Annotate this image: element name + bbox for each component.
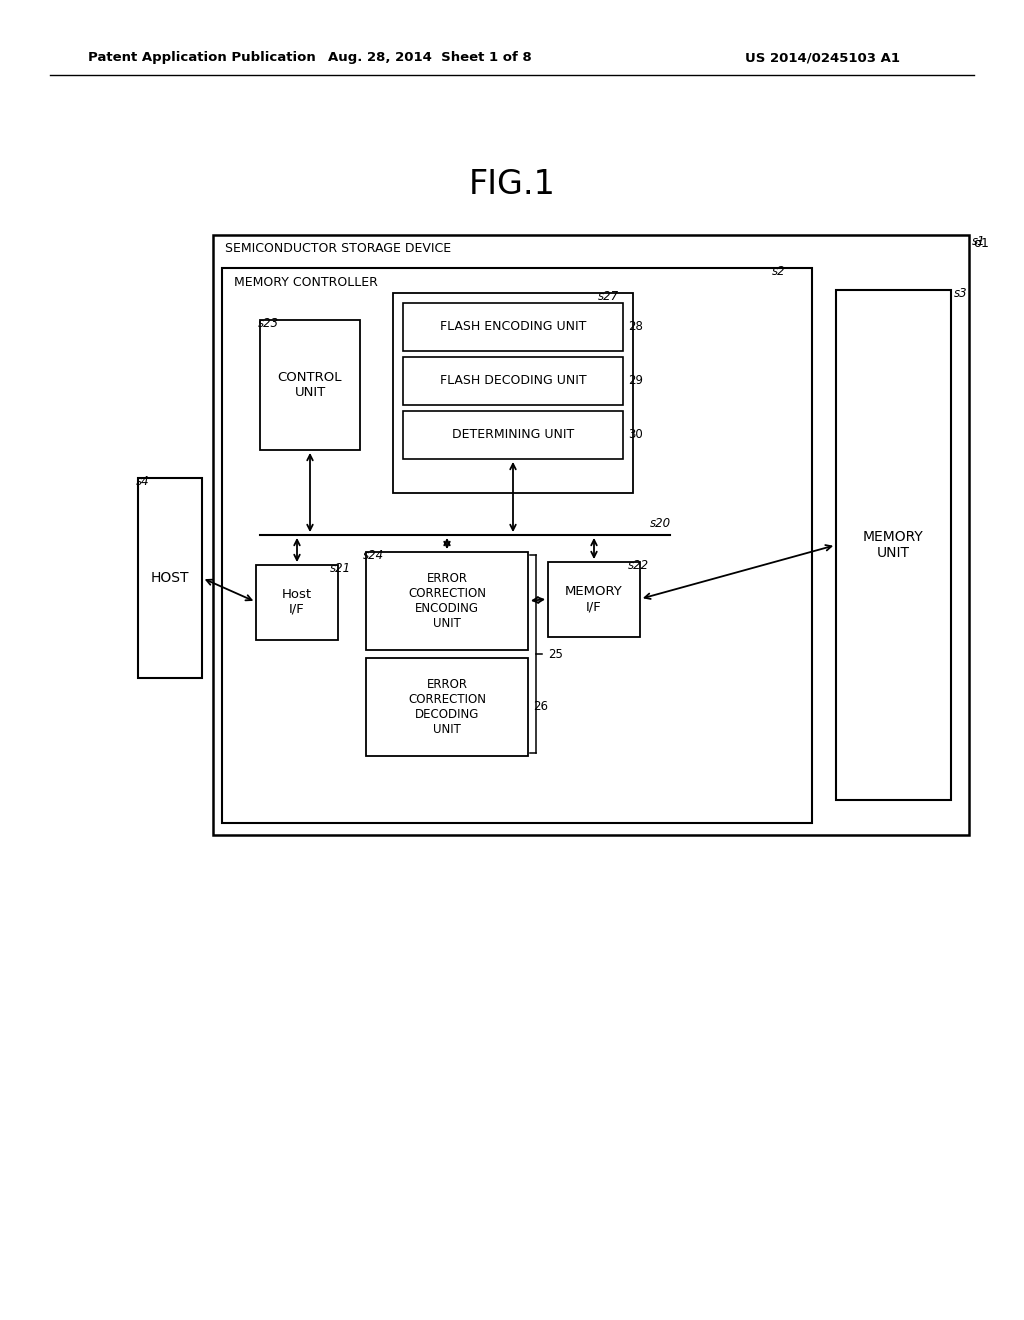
Text: Host
I/F: Host I/F xyxy=(282,587,312,616)
Text: 29: 29 xyxy=(628,375,643,388)
Text: CONTROL
UNIT: CONTROL UNIT xyxy=(278,371,342,399)
Text: FIG.1: FIG.1 xyxy=(469,169,555,202)
Text: σ1: σ1 xyxy=(973,238,989,249)
Text: 25: 25 xyxy=(548,648,563,660)
Text: MEMORY CONTROLLER: MEMORY CONTROLLER xyxy=(234,276,378,289)
Bar xyxy=(260,319,360,450)
Text: HOST: HOST xyxy=(151,572,189,585)
Bar xyxy=(366,657,528,756)
Text: 30: 30 xyxy=(628,429,643,441)
Text: s23: s23 xyxy=(258,317,280,330)
Bar xyxy=(548,562,640,638)
Bar xyxy=(403,356,623,405)
Text: 28: 28 xyxy=(628,321,643,334)
Text: SEMICONDUCTOR STORAGE DEVICE: SEMICONDUCTOR STORAGE DEVICE xyxy=(225,243,452,256)
Text: s20: s20 xyxy=(650,517,671,531)
Bar xyxy=(836,290,951,800)
Bar xyxy=(403,304,623,351)
Text: MEMORY
UNIT: MEMORY UNIT xyxy=(862,529,924,560)
Bar xyxy=(213,235,969,836)
Text: s1: s1 xyxy=(972,235,986,248)
Text: ERROR
CORRECTION
ENCODING
UNIT: ERROR CORRECTION ENCODING UNIT xyxy=(408,572,486,630)
Bar xyxy=(403,411,623,459)
Text: s22: s22 xyxy=(628,558,649,572)
Text: DETERMINING UNIT: DETERMINING UNIT xyxy=(452,429,574,441)
Bar xyxy=(138,478,202,678)
Text: ERROR
CORRECTION
DECODING
UNIT: ERROR CORRECTION DECODING UNIT xyxy=(408,678,486,737)
Text: Aug. 28, 2014  Sheet 1 of 8: Aug. 28, 2014 Sheet 1 of 8 xyxy=(328,51,531,65)
Text: US 2014/0245103 A1: US 2014/0245103 A1 xyxy=(745,51,900,65)
Text: FLASH ENCODING UNIT: FLASH ENCODING UNIT xyxy=(440,321,586,334)
Bar xyxy=(366,552,528,649)
Bar xyxy=(256,565,338,640)
Text: s24: s24 xyxy=(362,549,384,562)
Bar xyxy=(393,293,633,492)
Text: MEMORY
I/F: MEMORY I/F xyxy=(565,585,623,612)
Text: 26: 26 xyxy=(534,701,548,714)
Text: FLASH DECODING UNIT: FLASH DECODING UNIT xyxy=(439,375,587,388)
Text: s4: s4 xyxy=(136,475,150,488)
Text: s27: s27 xyxy=(598,290,620,304)
Text: s3: s3 xyxy=(954,286,968,300)
Text: s21: s21 xyxy=(330,562,351,576)
Bar xyxy=(222,268,812,822)
Text: s2: s2 xyxy=(772,265,785,279)
Text: Patent Application Publication: Patent Application Publication xyxy=(88,51,315,65)
